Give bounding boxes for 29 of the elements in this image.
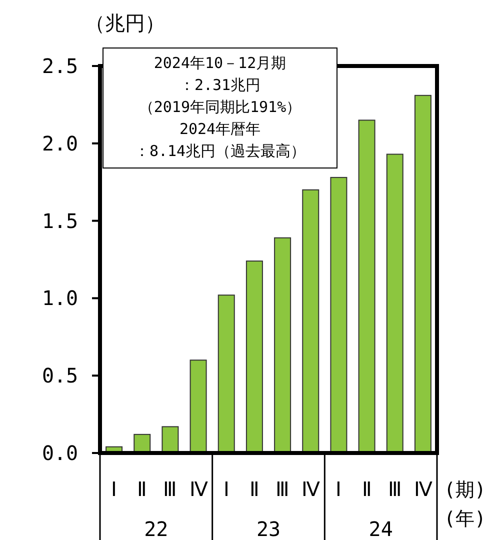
annotation: ：2.31兆円: [179, 76, 261, 94]
x-tick-label: Ⅲ: [388, 477, 402, 501]
y-tick-label: 2.0: [42, 131, 78, 156]
x-tick-label: Ⅱ: [137, 477, 148, 501]
x-tick-label: Ⅳ: [302, 477, 321, 501]
text: 23: [256, 517, 281, 540]
y-tick-label: 1.5: [42, 208, 78, 233]
x-tick-label: Ⅰ: [223, 477, 230, 501]
x-tick-label: Ⅳ: [414, 477, 433, 501]
x-tick-label: Ⅰ: [111, 477, 118, 501]
y-tick-label: 0.0: [42, 441, 78, 465]
annotation: （2019年同期比191%）: [138, 98, 302, 116]
x-tick-label: Ⅲ: [163, 477, 178, 501]
annotation: 2024年10－12月期: [154, 54, 286, 72]
x-tick-label: Ⅱ: [362, 477, 372, 501]
y-tick-label: 2.5: [42, 54, 78, 78]
y-tick-label: 0.5: [42, 364, 78, 388]
text: (年): [444, 508, 486, 530]
x-tick-label: Ⅲ: [276, 477, 290, 501]
annotation: ：8.14兆円（過去最高）: [134, 142, 306, 160]
x-axis-title: (期): [444, 479, 486, 501]
text: 22: [144, 517, 168, 540]
x-tick-label: Ⅱ: [249, 477, 260, 501]
text: 24: [368, 517, 393, 540]
x-tick-label: Ⅳ: [189, 477, 208, 501]
x-tick-label: Ⅰ: [336, 477, 342, 501]
y-axis-title: （兆円）: [85, 11, 165, 35]
y-tick-label: 1.0: [42, 286, 78, 310]
annotation: 2024年暦年: [179, 120, 261, 138]
